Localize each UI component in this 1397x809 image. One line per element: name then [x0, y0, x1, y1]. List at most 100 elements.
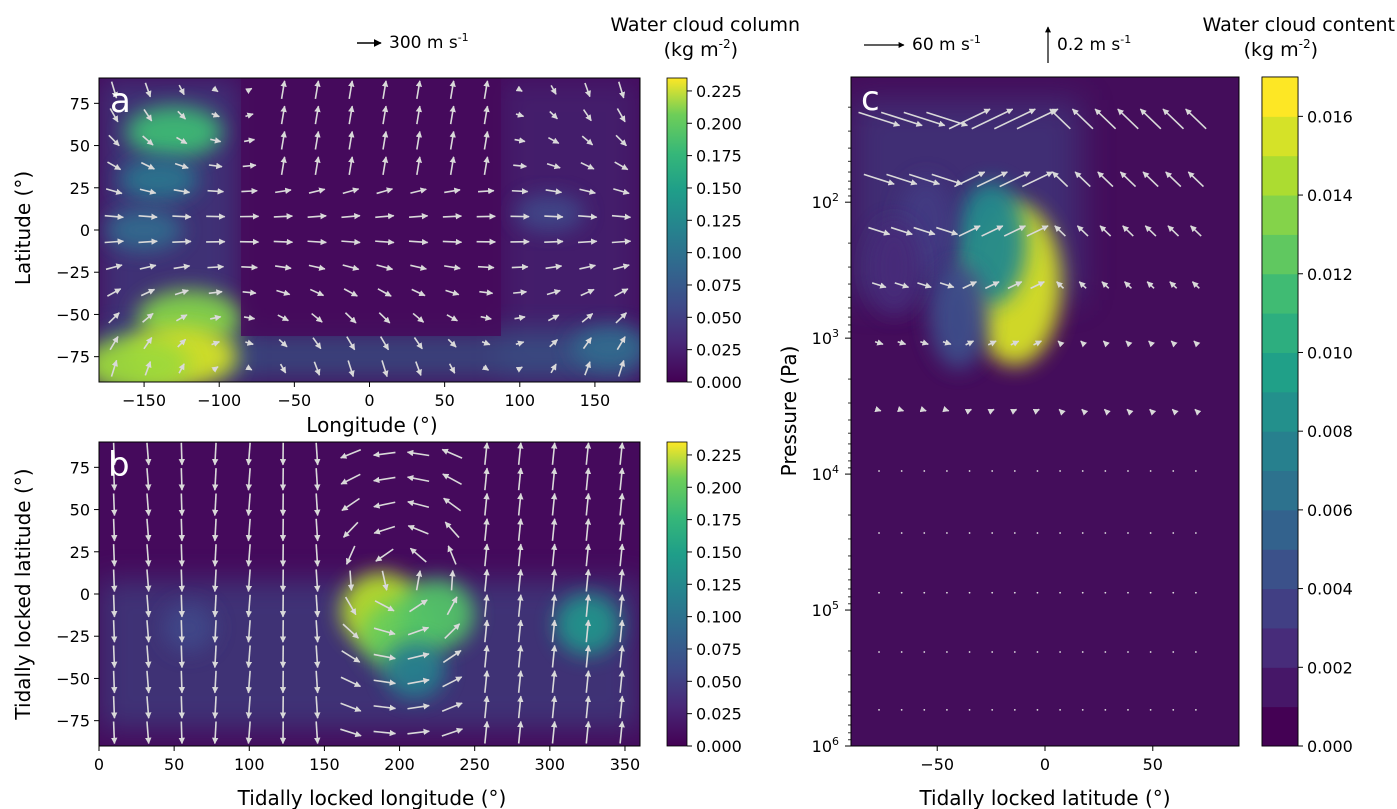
colorbar-c-title-line2: (kg m [1244, 39, 1299, 61]
wind-vector [108, 312, 120, 324]
wind-vector [1126, 408, 1134, 416]
wind-vector [308, 264, 326, 271]
wind-vector [406, 475, 430, 483]
panel-b-ytick-label: 50 [70, 501, 90, 520]
panel-a-xlabel: Longitude (°) [306, 413, 437, 437]
wind-vector [372, 451, 396, 458]
wind-vector [277, 314, 289, 322]
panel-c-xtick-label: 0 [1040, 755, 1050, 774]
wind-vector [105, 188, 123, 195]
panel-b-xtick-label: 350 [610, 755, 641, 774]
wind-vector [314, 130, 321, 150]
wind-vector [618, 518, 625, 541]
wind-vector [178, 544, 186, 567]
wind-vector [917, 282, 932, 289]
panel-c-axes: −50 0 50 102 103 104 105 106 [812, 106, 1163, 774]
wind-vector [407, 703, 430, 710]
wind-vector [582, 337, 592, 350]
wind-vector [517, 720, 524, 744]
wind-vector [1194, 651, 1197, 653]
wind-vector [483, 568, 490, 592]
colorbar-b-ticks: 0.000 0.025 0.050 0.075 0.100 0.125 0.150 0.175… [687, 446, 742, 756]
wind-vector [314, 670, 321, 694]
wind-vector [448, 363, 456, 374]
wind-vector [1127, 708, 1129, 711]
wind-vector [307, 213, 327, 220]
colorbar-c-band [1262, 352, 1298, 393]
wind-vector [208, 289, 223, 296]
wind-vector [1036, 532, 1039, 534]
wind-vector [1081, 470, 1084, 472]
wind-vector [1007, 281, 1023, 290]
wind-vector [968, 591, 971, 594]
wind-vector [878, 651, 880, 653]
wind-vector [897, 339, 907, 346]
wind-vector [210, 137, 222, 144]
wind-vector [615, 134, 627, 147]
wind-vector [1049, 108, 1071, 130]
wind-vector [1032, 408, 1040, 415]
colorbar-c-tick-label: 0.008 [1307, 422, 1353, 441]
wind-vector [104, 238, 125, 245]
wind-vector [449, 156, 456, 175]
wind-vector [314, 594, 321, 618]
wind-vector [946, 708, 948, 711]
wind-vector [381, 130, 389, 150]
wind-vector [1185, 108, 1207, 130]
wind-vector [517, 670, 524, 693]
wind-vector [211, 468, 219, 491]
panel-b-ylabel: Tidally locked latitude (°) [11, 468, 35, 720]
wind-vector [483, 156, 490, 175]
panel-a-wind-vectors [104, 80, 632, 378]
wind-vector [340, 728, 362, 738]
wind-vector [580, 288, 595, 297]
wind-vector [1144, 225, 1157, 237]
wind-vector [145, 493, 152, 517]
wind-vector [245, 87, 253, 95]
wind-vector [1078, 281, 1087, 289]
wind-vector [441, 702, 463, 712]
panel-b-xtick-label: 300 [535, 755, 566, 774]
wind-vector [1054, 225, 1066, 237]
wind-vector [1057, 340, 1065, 348]
wind-vector [314, 468, 321, 491]
wind-vector [618, 568, 625, 592]
wind-vector [987, 408, 995, 415]
wind-vector [314, 620, 321, 643]
wind-vector [517, 594, 524, 617]
wind-vector [1056, 281, 1065, 289]
wind-vector [1149, 532, 1152, 534]
wind-vector [447, 545, 457, 565]
wind-vector [878, 591, 880, 594]
wind-vector [1010, 408, 1018, 415]
wind-vector [614, 288, 629, 297]
wind-vector [347, 570, 355, 592]
wind-vector [314, 544, 321, 567]
wind-vector [348, 130, 355, 150]
wind-vector [969, 763, 971, 765]
panel-b-ytick-label: −25 [56, 627, 90, 646]
wind-vector [211, 85, 219, 93]
wind-vector [381, 80, 389, 99]
wind-vector [442, 473, 462, 485]
wind-vector [245, 569, 253, 593]
wind-vector [880, 111, 923, 127]
wind-vector [550, 467, 558, 491]
panel-a-xtick-label: 0 [364, 391, 374, 410]
panel-c-label: c [861, 79, 880, 119]
wind-vector [345, 545, 356, 565]
wind-vector [245, 112, 254, 119]
wind-vector [991, 763, 993, 765]
wind-vector [1125, 340, 1133, 348]
colorbar-c-band [1262, 155, 1298, 196]
wind-vector [211, 620, 219, 643]
wind-vector [373, 525, 396, 535]
wind-vector [373, 476, 396, 484]
wind-vector [442, 238, 463, 246]
wind-vector [341, 213, 361, 220]
svg-text:(kg m-2): (kg m-2) [1244, 37, 1318, 61]
panel-c-xtick-label: −50 [920, 755, 954, 774]
wind-vector [991, 532, 994, 534]
wind-vector [109, 336, 119, 351]
wind-vector [340, 449, 362, 459]
